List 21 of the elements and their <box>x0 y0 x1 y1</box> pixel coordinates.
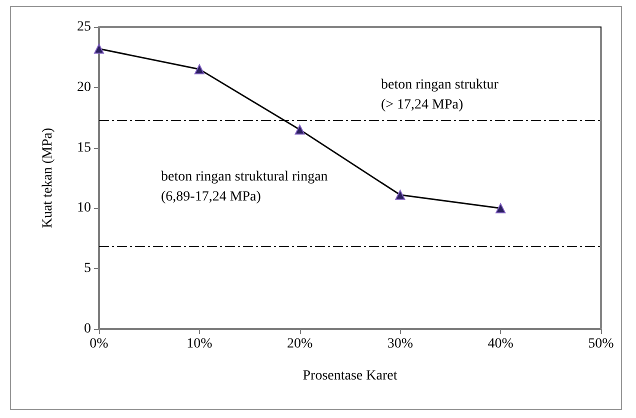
y-tick-label: 20 <box>77 80 91 95</box>
x-axis-title: Prosentase Karet <box>302 368 398 384</box>
point <box>294 124 305 135</box>
y-tick-label: 15 <box>77 140 91 156</box>
point <box>395 190 406 200</box>
x-tick-label: 0% <box>90 336 109 352</box>
y-axis-title: Kuat tekan (MPa) <box>40 128 56 228</box>
point <box>496 203 506 214</box>
annotation: beton ringan struktural ringan (6,89-17,24 MPa) <box>161 170 328 204</box>
x-tick-label: 50% <box>588 336 614 352</box>
point <box>94 44 104 54</box>
x-tick-label: 30% <box>387 336 414 352</box>
x-tick-label: 40% <box>488 336 514 352</box>
x-tick-label: 20% <box>286 336 313 352</box>
x-tick-label: 10% <box>186 336 213 352</box>
y-tick-label: 5 <box>84 261 91 276</box>
point <box>194 64 204 74</box>
annotation: beton ringan struktur (> 17,24 MPa) <box>381 78 499 112</box>
y-tick-label: 25 <box>77 20 91 34</box>
y-tick-label: 10 <box>77 200 91 216</box>
y-tick-label: 0 <box>84 322 91 336</box>
